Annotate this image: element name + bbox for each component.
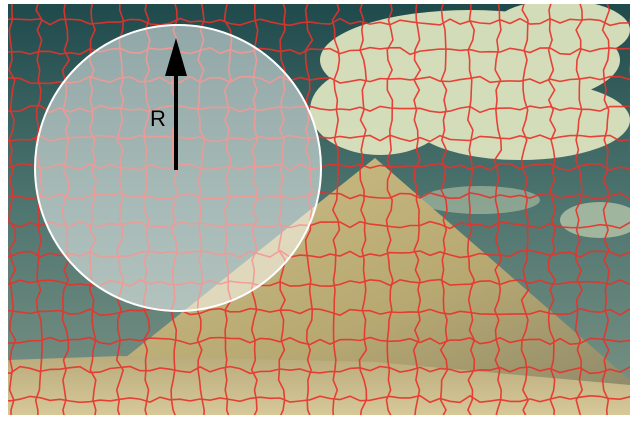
radius-label: R [150, 106, 166, 131]
superpixel-image: R [0, 0, 637, 423]
boundary [630, 0, 637, 420]
page: R (() => { const data = JSON.parse(docum… [0, 0, 637, 423]
